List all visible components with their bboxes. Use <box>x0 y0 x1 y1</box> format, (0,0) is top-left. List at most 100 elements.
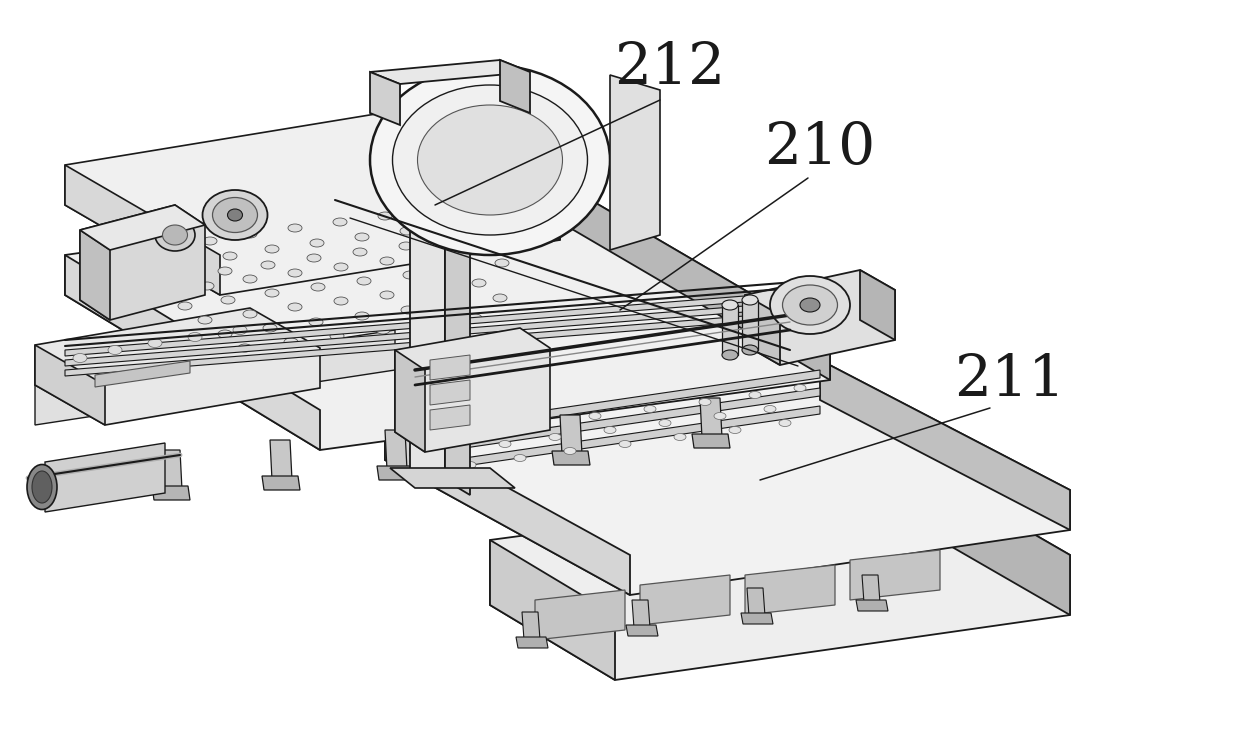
Ellipse shape <box>265 245 279 253</box>
Polygon shape <box>95 361 190 387</box>
Ellipse shape <box>309 318 322 326</box>
Ellipse shape <box>537 224 551 232</box>
Polygon shape <box>560 415 582 455</box>
Ellipse shape <box>534 209 549 217</box>
Ellipse shape <box>200 282 215 290</box>
Ellipse shape <box>288 224 303 232</box>
Polygon shape <box>745 295 780 365</box>
Polygon shape <box>410 115 445 480</box>
Polygon shape <box>64 300 820 366</box>
Ellipse shape <box>233 325 247 334</box>
Polygon shape <box>64 310 820 376</box>
Ellipse shape <box>515 455 526 461</box>
Ellipse shape <box>495 259 508 267</box>
Polygon shape <box>552 451 590 465</box>
Ellipse shape <box>223 252 237 260</box>
Polygon shape <box>746 588 765 616</box>
Ellipse shape <box>243 310 257 318</box>
Polygon shape <box>430 405 470 430</box>
Ellipse shape <box>203 237 217 245</box>
Polygon shape <box>640 575 730 625</box>
Ellipse shape <box>138 266 153 274</box>
Ellipse shape <box>334 263 348 271</box>
Ellipse shape <box>498 440 511 448</box>
Polygon shape <box>820 360 1070 530</box>
Ellipse shape <box>418 105 563 215</box>
Ellipse shape <box>376 326 391 334</box>
Ellipse shape <box>675 433 686 440</box>
Ellipse shape <box>490 215 503 223</box>
Polygon shape <box>377 466 415 480</box>
Polygon shape <box>262 476 300 490</box>
Polygon shape <box>856 600 888 611</box>
Polygon shape <box>742 613 773 624</box>
Ellipse shape <box>589 412 601 420</box>
Ellipse shape <box>800 298 820 312</box>
Polygon shape <box>35 308 320 425</box>
Ellipse shape <box>334 218 347 226</box>
Ellipse shape <box>427 251 440 259</box>
Ellipse shape <box>472 279 486 287</box>
Polygon shape <box>35 330 396 425</box>
Ellipse shape <box>179 274 192 282</box>
Polygon shape <box>430 380 470 405</box>
Ellipse shape <box>445 221 459 229</box>
Ellipse shape <box>218 267 232 275</box>
Ellipse shape <box>749 392 761 399</box>
Ellipse shape <box>310 239 324 247</box>
Ellipse shape <box>423 206 436 214</box>
Ellipse shape <box>108 346 122 355</box>
Ellipse shape <box>330 332 343 340</box>
Ellipse shape <box>491 230 505 238</box>
Ellipse shape <box>549 433 560 440</box>
Polygon shape <box>396 108 494 123</box>
Ellipse shape <box>27 464 57 510</box>
Ellipse shape <box>378 212 392 220</box>
Ellipse shape <box>619 440 631 448</box>
Polygon shape <box>64 255 320 450</box>
Ellipse shape <box>513 194 527 202</box>
Polygon shape <box>632 600 650 628</box>
Ellipse shape <box>379 291 394 299</box>
Polygon shape <box>270 440 291 480</box>
Polygon shape <box>445 115 470 495</box>
Ellipse shape <box>403 271 417 279</box>
Polygon shape <box>490 480 1070 680</box>
Polygon shape <box>745 565 835 615</box>
Ellipse shape <box>198 316 212 324</box>
Ellipse shape <box>284 338 298 346</box>
Ellipse shape <box>238 344 252 352</box>
Polygon shape <box>849 550 940 600</box>
Ellipse shape <box>722 350 738 360</box>
Ellipse shape <box>484 427 496 433</box>
Ellipse shape <box>722 300 738 310</box>
Ellipse shape <box>422 320 436 328</box>
Ellipse shape <box>260 261 275 269</box>
Ellipse shape <box>644 405 656 412</box>
Polygon shape <box>153 486 190 500</box>
Ellipse shape <box>467 314 482 322</box>
Ellipse shape <box>355 233 370 241</box>
Ellipse shape <box>218 330 232 338</box>
Polygon shape <box>64 185 830 450</box>
Ellipse shape <box>311 283 325 291</box>
Polygon shape <box>35 345 105 425</box>
Ellipse shape <box>157 288 172 296</box>
Ellipse shape <box>243 275 257 283</box>
Ellipse shape <box>764 405 776 412</box>
Ellipse shape <box>658 420 671 427</box>
Ellipse shape <box>179 302 192 310</box>
Polygon shape <box>490 540 615 680</box>
Ellipse shape <box>434 433 446 440</box>
Ellipse shape <box>399 242 413 250</box>
Ellipse shape <box>446 300 461 308</box>
Polygon shape <box>522 612 539 640</box>
Ellipse shape <box>770 276 849 334</box>
Ellipse shape <box>742 295 758 305</box>
Polygon shape <box>430 355 470 380</box>
Ellipse shape <box>334 297 348 305</box>
Ellipse shape <box>188 332 202 341</box>
Polygon shape <box>370 72 401 125</box>
Polygon shape <box>500 60 529 113</box>
Ellipse shape <box>308 254 321 262</box>
